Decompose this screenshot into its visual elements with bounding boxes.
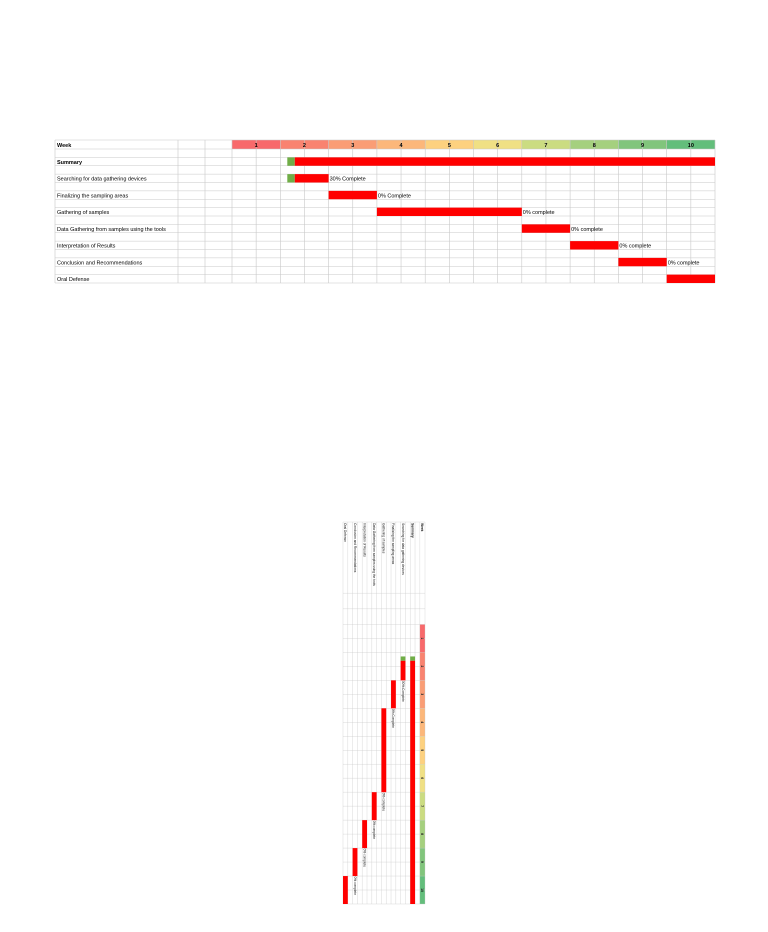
task-bar (521, 224, 571, 233)
week-number-label: 2 (303, 143, 306, 149)
week-number-label: 4 (400, 143, 404, 149)
task-bar (391, 680, 396, 709)
task-label: Searching for data gathering devices (57, 177, 147, 183)
week-number-label: 9 (641, 143, 644, 149)
task-label: Oral Defense (57, 277, 89, 283)
week-number-label: 10 (688, 143, 694, 149)
task-status-label: 30% Complete (330, 177, 366, 183)
task-label: Data Gathering from samples using the to… (57, 227, 166, 233)
task-status-label: 0% complete (372, 821, 376, 840)
week-number-label: 9 (420, 861, 424, 863)
task-status-label: 0% complete (523, 210, 555, 216)
task-progress-bar (410, 656, 416, 661)
week-number-label: 3 (351, 143, 354, 149)
task-status-label: 0% complete (362, 849, 366, 868)
week-number-label: 7 (544, 143, 547, 149)
task-bar (352, 848, 358, 877)
task-label: Interpretation of Results (362, 523, 366, 557)
week-number-label: 5 (448, 143, 451, 149)
task-bar (376, 207, 522, 216)
task-status-label: 0% Complete (391, 709, 395, 728)
task-label: Finalizing the sampling areas (57, 193, 128, 199)
week-number-label: 5 (420, 749, 424, 751)
week-number-label: 6 (420, 777, 424, 779)
task-label: Searching for data gathering devices (401, 523, 405, 575)
task-status-label: 0% Complete (378, 193, 411, 199)
task-label: Finalizing the sampling areas (391, 523, 395, 564)
task-bar (371, 792, 377, 821)
task-label: Summary (410, 523, 414, 538)
week-number-label: 1 (420, 638, 424, 640)
task-status-label: 0% complete (619, 244, 651, 250)
week-number-label: 3 (420, 693, 424, 695)
task-label: Gathering of samples (382, 523, 386, 554)
task-bar (294, 157, 715, 166)
task-label: Gathering of samples (57, 210, 110, 216)
gantt-main-group: Week 1 2 3 4 5 6 7 8 9 10 Summary Searching for data… (54, 139, 716, 284)
task-label: Conclusion and Recommendations (57, 260, 143, 266)
task-label: Oral Defense (343, 523, 347, 542)
gantt-rotated-group: Week 1 2 3 4 5 6 7 8 9 10 Summary Searching for data… (342, 521, 426, 905)
task-bar (381, 708, 387, 793)
week-number-label: 4 (420, 721, 424, 723)
task-progress-bar (287, 174, 295, 183)
task-status-label: 0% complete (382, 793, 386, 812)
task-label: Conclusion and Recommendations (353, 523, 357, 573)
week-number-label: 7 (420, 805, 424, 807)
task-bar (328, 190, 377, 200)
task-bar (570, 241, 619, 250)
task-bar (666, 274, 715, 283)
week-number-label: 6 (496, 143, 499, 149)
task-label: Interpretation of Results (57, 244, 116, 250)
task-bar (362, 820, 368, 849)
task-status-label: 30% Complete (401, 681, 405, 702)
task-bar (294, 174, 329, 183)
task-progress-bar (287, 157, 295, 166)
task-bar (618, 257, 667, 267)
task-status-label: 0% complete (353, 877, 357, 896)
task-label: Summary (57, 160, 83, 166)
task-label: Data Gathering from samples using the to… (372, 523, 376, 586)
week-number-label: 10 (420, 888, 424, 892)
task-bar (400, 660, 406, 681)
task-bar (342, 876, 348, 904)
header-week-label: Week (420, 523, 424, 531)
task-status-label: 0% complete (668, 260, 700, 266)
week-number-label: 2 (420, 665, 424, 667)
week-number-label: 8 (593, 143, 596, 149)
week-number-label: 1 (255, 143, 258, 149)
task-status-label: 0% complete (571, 227, 603, 233)
week-number-label: 8 (420, 833, 424, 835)
task-bar (410, 660, 416, 904)
header-week-label: Week (57, 143, 72, 149)
task-progress-bar (400, 656, 406, 661)
